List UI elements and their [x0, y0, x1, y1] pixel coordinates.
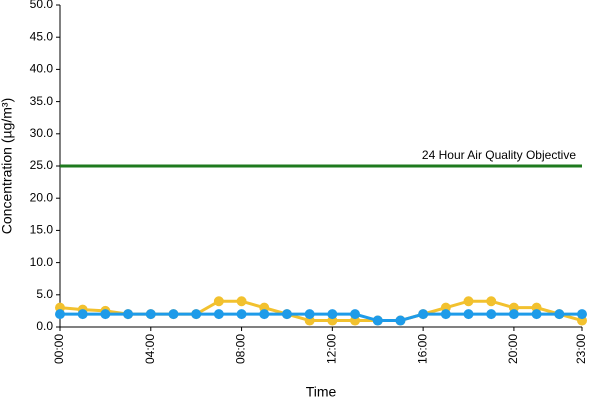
data-point	[236, 309, 247, 320]
data-point	[213, 309, 224, 320]
y-tick-label: 5.0	[36, 287, 53, 301]
x-tick-label: 04:00	[143, 334, 157, 364]
data-point	[77, 309, 88, 320]
data-point	[304, 309, 315, 320]
objective-label: 24 Hour Air Quality Objective	[422, 148, 576, 162]
data-point	[236, 296, 247, 307]
y-tick-label: 30.0	[30, 126, 54, 140]
data-point	[259, 309, 270, 320]
data-point	[281, 309, 292, 320]
data-point	[168, 309, 179, 320]
data-point	[55, 309, 65, 320]
data-point	[418, 309, 429, 320]
data-point	[577, 309, 587, 320]
series-line	[59, 299, 583, 323]
data-point	[213, 296, 224, 307]
y-tick-label: 15.0	[30, 223, 54, 237]
data-point	[508, 309, 519, 320]
data-point	[327, 309, 338, 320]
x-tick-label: 08:00	[234, 334, 248, 364]
y-axis-title: Concentration (µg/m³)	[0, 98, 15, 234]
x-tick-label: 16:00	[415, 334, 429, 364]
x-tick-label: 12:00	[325, 334, 339, 364]
data-point	[100, 309, 111, 320]
data-point	[531, 309, 542, 320]
y-tick-label: 20.0	[30, 190, 54, 204]
data-point	[440, 309, 451, 320]
x-tick-label: 00:00	[52, 334, 66, 364]
data-point	[145, 309, 156, 320]
data-point	[395, 315, 406, 326]
data-point	[486, 309, 497, 320]
data-point	[123, 309, 134, 320]
x-tick-label: 23:00	[574, 334, 588, 364]
y-tick-label: 25.0	[30, 158, 54, 172]
x-tick-label: 20:00	[506, 334, 520, 364]
data-point	[463, 309, 474, 320]
data-point	[372, 315, 383, 326]
data-point	[486, 296, 497, 307]
y-tick-label: 10.0	[30, 255, 54, 269]
y-tick-label: 50.0	[30, 0, 54, 11]
data-point	[463, 296, 474, 307]
y-tick-label: 45.0	[30, 29, 54, 43]
data-point	[191, 309, 202, 320]
y-tick-label: 35.0	[30, 94, 54, 108]
data-point	[350, 309, 361, 320]
y-tick-label: 0.0	[36, 319, 53, 333]
y-tick-label: 40.0	[30, 62, 54, 76]
data-point	[554, 309, 565, 320]
x-axis-title: Time	[306, 384, 337, 400]
